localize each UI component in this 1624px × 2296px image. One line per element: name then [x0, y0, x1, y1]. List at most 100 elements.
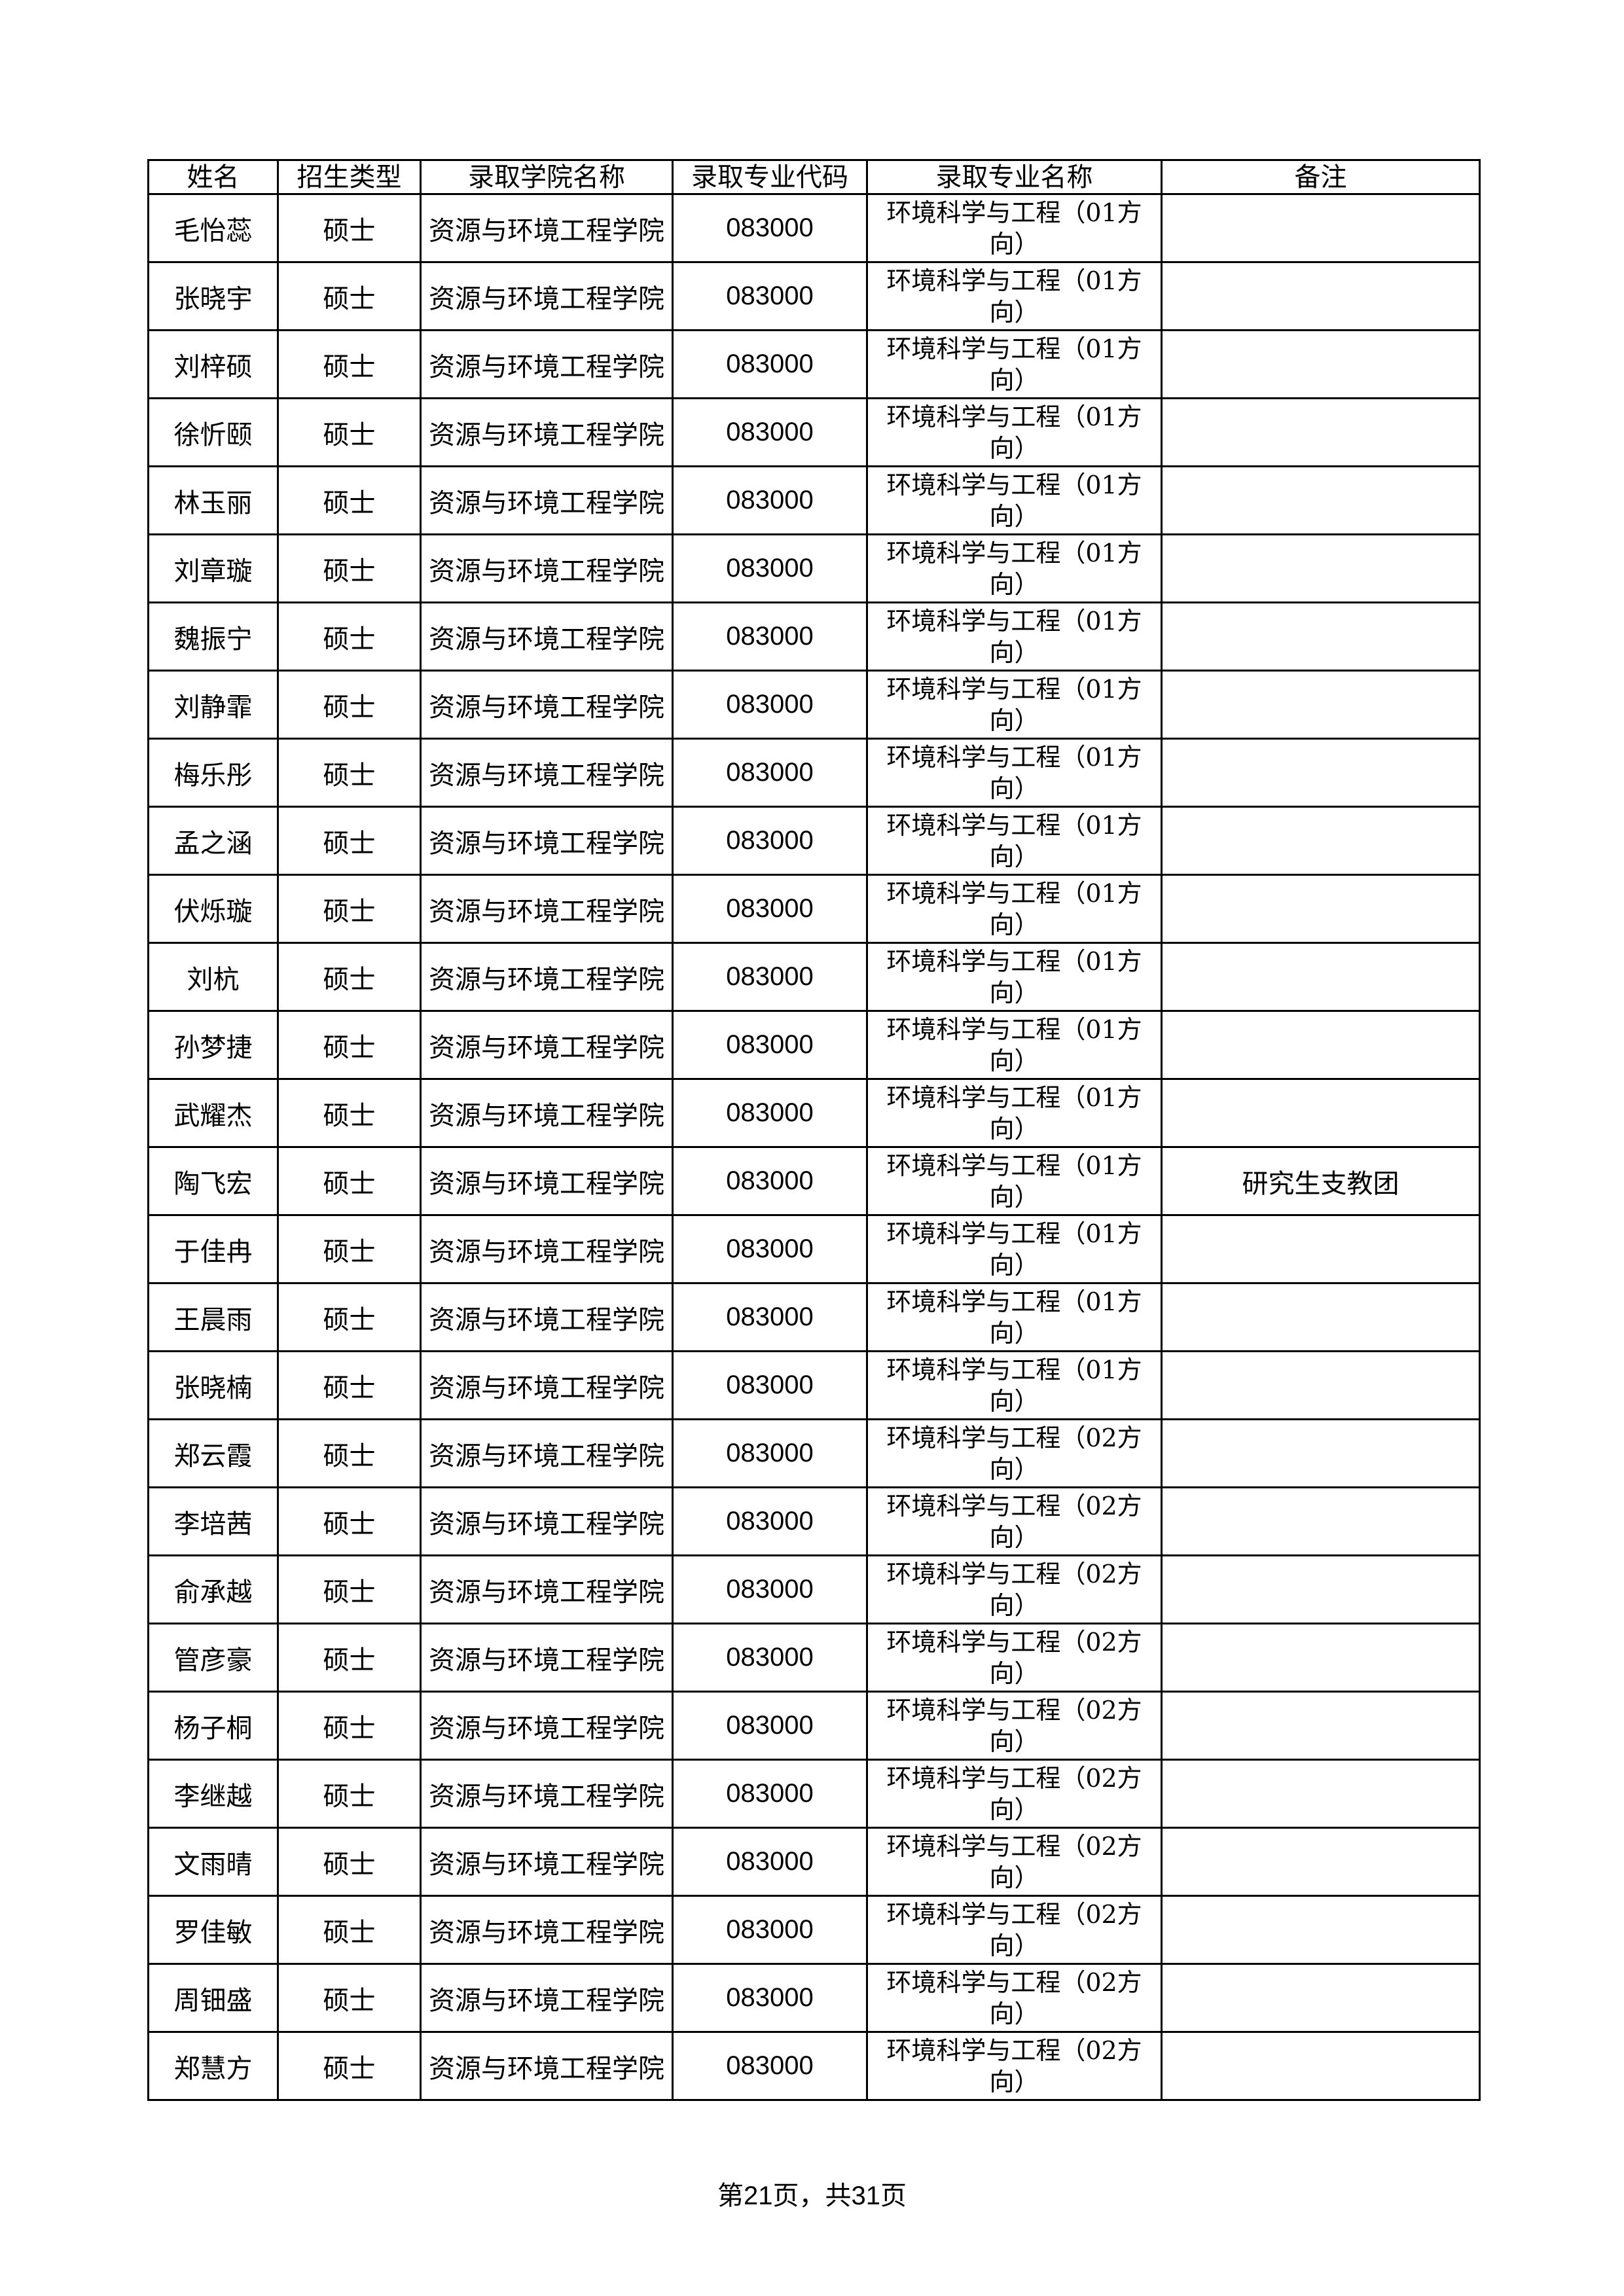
cell-note	[1161, 1691, 1481, 1761]
cell-college: 资源与环境工程学院	[420, 1282, 674, 1352]
cell-name: 魏振宁	[147, 601, 279, 672]
cell-college: 资源与环境工程学院	[420, 1827, 674, 1897]
cell-name: 李培茜	[147, 1486, 279, 1556]
cell-name: 刘梓硕	[147, 329, 279, 399]
cell-name: 周钿盛	[147, 1963, 279, 2033]
cell-major-code: 083000	[672, 1282, 868, 1352]
table-row: 郑云霞 硕士 资源与环境工程学院 083000 环境科学与工程（02方向）	[147, 1418, 1481, 1488]
cell-type: 硕士	[277, 1623, 422, 1693]
cell-major-code: 083000	[672, 397, 868, 467]
cell-name: 孟之涵	[147, 806, 279, 876]
cell-college: 资源与环境工程学院	[420, 942, 674, 1012]
cell-type: 硕士	[277, 329, 422, 399]
cell-name: 林玉丽	[147, 465, 279, 535]
cell-major-code: 083000	[672, 329, 868, 399]
cell-note	[1161, 1554, 1481, 1624]
current-page: 21	[744, 2181, 773, 2210]
cell-note	[1161, 1418, 1481, 1488]
cell-name: 刘杭	[147, 942, 279, 1012]
cell-note	[1161, 329, 1481, 399]
cell-name: 管彦豪	[147, 1623, 279, 1693]
cell-type: 硕士	[277, 1759, 422, 1829]
table-row: 刘静霏 硕士 资源与环境工程学院 083000 环境科学与工程（01方向）	[147, 670, 1481, 740]
footer-text: 第	[717, 2181, 744, 2211]
cell-college: 资源与环境工程学院	[420, 465, 674, 535]
cell-major-code: 083000	[672, 193, 868, 263]
cell-name: 罗佳敏	[147, 1895, 279, 1965]
cell-major-name: 环境科学与工程（01方向）	[866, 874, 1163, 944]
cell-major-code: 083000	[672, 533, 868, 603]
cell-name: 王晨雨	[147, 1282, 279, 1352]
cell-name: 李继越	[147, 1759, 279, 1829]
cell-note	[1161, 1214, 1481, 1284]
table-row: 刘梓硕 硕士 资源与环境工程学院 083000 环境科学与工程（01方向）	[147, 329, 1481, 399]
cell-note	[1161, 1078, 1481, 1148]
header-name: 姓名	[147, 159, 279, 195]
cell-major-name: 环境科学与工程（01方向）	[866, 397, 1163, 467]
cell-major-code: 083000	[672, 1691, 868, 1761]
cell-major-code: 083000	[672, 1350, 868, 1420]
cell-major-name: 环境科学与工程（01方向）	[866, 806, 1163, 876]
cell-type: 硕士	[277, 1282, 422, 1352]
cell-note	[1161, 193, 1481, 263]
cell-major-code: 083000	[672, 1759, 868, 1829]
cell-name: 于佳冉	[147, 1214, 279, 1284]
cell-type: 硕士	[277, 397, 422, 467]
cell-note	[1161, 1827, 1481, 1897]
cell-major-code: 083000	[672, 1623, 868, 1693]
cell-type: 硕士	[277, 1078, 422, 1148]
cell-major-name: 环境科学与工程（01方向）	[866, 465, 1163, 535]
cell-college: 资源与环境工程学院	[420, 533, 674, 603]
cell-major-name: 环境科学与工程（01方向）	[866, 1146, 1163, 1216]
cell-major-code: 083000	[672, 2031, 868, 2101]
cell-major-name: 环境科学与工程（02方向）	[866, 1759, 1163, 1829]
cell-name: 徐忻颐	[147, 397, 279, 467]
cell-name: 郑慧方	[147, 2031, 279, 2101]
cell-major-code: 083000	[672, 465, 868, 535]
cell-major-code: 083000	[672, 1963, 868, 2033]
cell-major-code: 083000	[672, 670, 868, 740]
cell-major-name: 环境科学与工程（02方向）	[866, 1486, 1163, 1556]
cell-major-name: 环境科学与工程（01方向）	[866, 738, 1163, 808]
cell-type: 硕士	[277, 1010, 422, 1080]
cell-note	[1161, 1010, 1481, 1080]
cell-type: 硕士	[277, 942, 422, 1012]
cell-name: 郑云霞	[147, 1418, 279, 1488]
cell-major-name: 环境科学与工程（01方向）	[866, 193, 1163, 263]
footer-text: 页	[880, 2181, 907, 2211]
cell-major-name: 环境科学与工程（02方向）	[866, 1554, 1163, 1624]
cell-major-code: 083000	[672, 1010, 868, 1080]
cell-name: 孙梦捷	[147, 1010, 279, 1080]
table-row: 孟之涵 硕士 资源与环境工程学院 083000 环境科学与工程（01方向）	[147, 806, 1481, 876]
header-college: 录取学院名称	[420, 159, 674, 195]
cell-major-code: 083000	[672, 1418, 868, 1488]
table-header-row: 姓名 招生类型 录取学院名称 录取专业代码 录取专业名称 备注	[147, 159, 1481, 195]
cell-name: 俞承越	[147, 1554, 279, 1624]
cell-major-name: 环境科学与工程（01方向）	[866, 1282, 1163, 1352]
cell-major-code: 083000	[672, 874, 868, 944]
cell-note	[1161, 2031, 1481, 2101]
cell-major-name: 环境科学与工程（02方向）	[866, 1963, 1163, 2033]
table-row: 毛怡蕊 硕士 资源与环境工程学院 083000 环境科学与工程（01方向）	[147, 193, 1481, 263]
cell-name: 武耀杰	[147, 1078, 279, 1148]
table-row: 林玉丽 硕士 资源与环境工程学院 083000 环境科学与工程（01方向）	[147, 465, 1481, 535]
cell-college: 资源与环境工程学院	[420, 2031, 674, 2101]
cell-name: 梅乐彤	[147, 738, 279, 808]
cell-college: 资源与环境工程学院	[420, 261, 674, 331]
cell-type: 硕士	[277, 261, 422, 331]
cell-type: 硕士	[277, 193, 422, 263]
table-row: 李继越 硕士 资源与环境工程学院 083000 环境科学与工程（02方向）	[147, 1759, 1481, 1829]
cell-note	[1161, 1759, 1481, 1829]
cell-major-name: 环境科学与工程（01方向）	[866, 261, 1163, 331]
cell-type: 硕士	[277, 2031, 422, 2101]
footer-text: 页，共	[772, 2181, 852, 2211]
cell-college: 资源与环境工程学院	[420, 738, 674, 808]
cell-type: 硕士	[277, 1963, 422, 2033]
cell-major-code: 083000	[672, 261, 868, 331]
cell-major-name: 环境科学与工程（01方向）	[866, 329, 1163, 399]
cell-major-code: 083000	[672, 1078, 868, 1148]
cell-type: 硕士	[277, 1486, 422, 1556]
cell-college: 资源与环境工程学院	[420, 1623, 674, 1693]
cell-college: 资源与环境工程学院	[420, 1418, 674, 1488]
cell-college: 资源与环境工程学院	[420, 1078, 674, 1148]
